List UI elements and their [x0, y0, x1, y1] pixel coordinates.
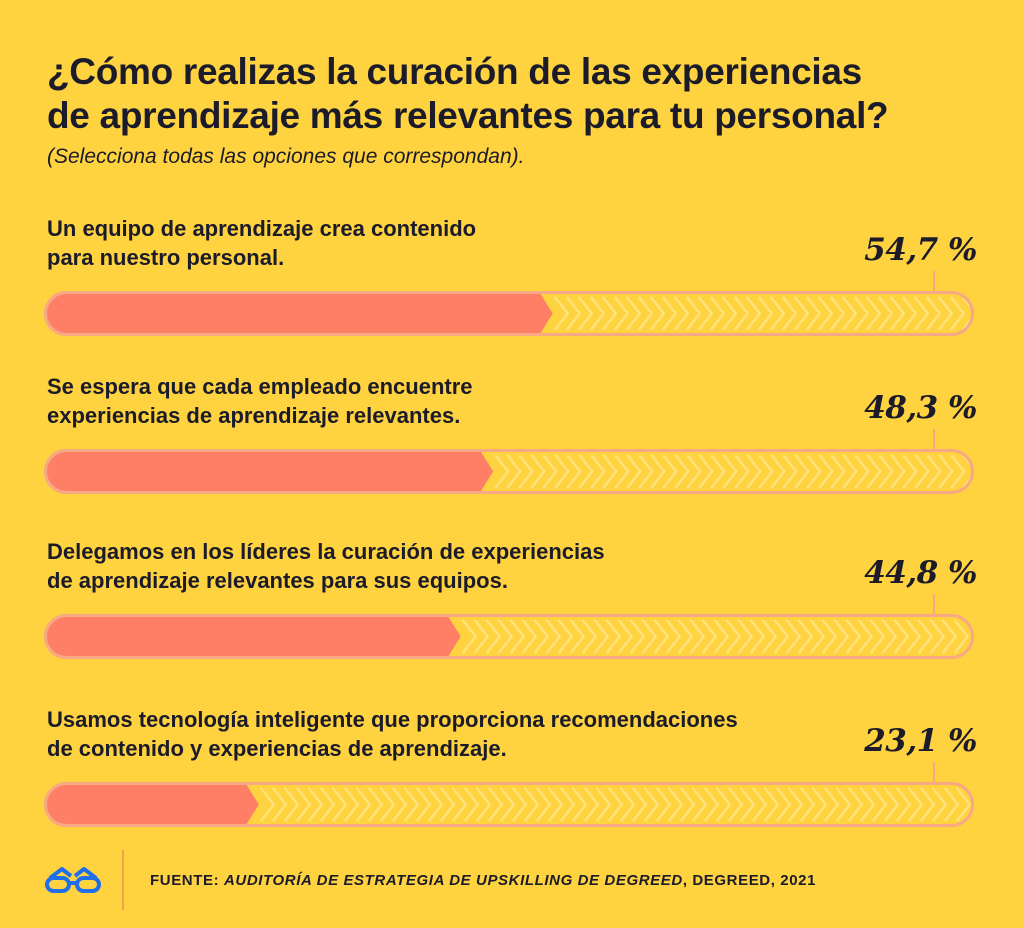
- bar-outline: [44, 449, 974, 494]
- category-label-line: experiencias de aprendizaje relevantes.: [47, 403, 461, 428]
- title-line-2: de aprendizaje más relevantes para tu pe…: [47, 95, 889, 136]
- bar-value-label: 54,7 %: [864, 232, 977, 268]
- category-label-line: Usamos tecnología inteligente que propor…: [47, 707, 738, 732]
- category-label-line: Un equipo de aprendizaje crea contenido: [47, 216, 477, 241]
- value-tick: [933, 762, 935, 784]
- bar-track: [44, 291, 974, 336]
- degreed-glasses-icon: [44, 866, 102, 899]
- value-tick: [933, 594, 935, 616]
- bar-fill: [44, 291, 553, 336]
- bar-fill: [44, 449, 494, 494]
- bar-category-label: Se espera que cada empleado encuentre exp…: [47, 372, 747, 430]
- value-tick: [933, 429, 935, 451]
- category-label-line: de contenido y experiencias de aprendiza…: [47, 736, 507, 761]
- source-note: FUENTE: AUDITORÍA DE ESTRATEGIA DE UPSKI…: [150, 871, 816, 891]
- category-label-line: de aprendizaje relevantes para sus equip…: [47, 568, 508, 593]
- bar-track: [44, 449, 974, 494]
- bar-outline: [44, 291, 974, 336]
- bar-category-label: Delegamos en los líderes la curación de …: [47, 537, 747, 595]
- category-label-line: Delegamos en los líderes la curación de …: [47, 539, 605, 564]
- source-suffix: , DEGREED, 2021: [682, 872, 817, 889]
- footer-divider: [122, 850, 124, 910]
- bar-remaining-chevrons: [553, 296, 973, 331]
- chart-title: ¿Cómo realizas la curación de las experi…: [47, 50, 987, 138]
- bar-value-label: 44,8 %: [864, 555, 977, 591]
- source-prefix: FUENTE:: [150, 872, 224, 889]
- bar-row: Un equipo de aprendizaje crea contenido p…: [0, 214, 1024, 364]
- bar-remaining-chevrons: [259, 787, 973, 822]
- chart-subtitle: (Selecciona todas las opciones que corre…: [47, 145, 525, 168]
- bar-track: [44, 614, 974, 659]
- bar-value-label: 48,3 %: [864, 390, 977, 426]
- bar-outline: [44, 614, 974, 659]
- bar-fill: [44, 614, 461, 659]
- category-label-line: Se espera que cada empleado encuentre: [47, 374, 473, 399]
- bar-value-label: 23,1 %: [864, 723, 977, 759]
- bar-row: Se espera que cada empleado encuentre exp…: [0, 372, 1024, 522]
- bar-outline: [44, 782, 974, 827]
- bar-row: Usamos tecnología inteligente que propor…: [0, 705, 1024, 855]
- bar-remaining-chevrons: [494, 454, 973, 489]
- bar-remaining-chevrons: [461, 619, 973, 654]
- bar-row: Delegamos en los líderes la curación de …: [0, 537, 1024, 687]
- source-title: AUDITORÍA DE ESTRATEGIA DE UPSKILLING DE…: [223, 872, 683, 889]
- bar-fill: [44, 782, 259, 827]
- bar-category-label: Usamos tecnología inteligente que propor…: [47, 705, 747, 763]
- title-line-1: ¿Cómo realizas la curación de las experi…: [47, 51, 862, 92]
- category-label-line: para nuestro personal.: [47, 245, 285, 270]
- value-tick: [933, 271, 935, 293]
- bar-track: [44, 782, 974, 827]
- bar-category-label: Un equipo de aprendizaje crea contenido p…: [47, 214, 747, 272]
